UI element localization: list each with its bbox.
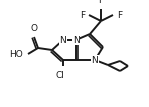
Text: F: F — [80, 10, 85, 19]
Text: O: O — [31, 24, 38, 33]
Text: N: N — [60, 36, 66, 45]
Text: HO: HO — [9, 50, 23, 59]
Text: N: N — [92, 56, 98, 65]
Text: N: N — [73, 36, 79, 45]
Text: Cl: Cl — [56, 71, 64, 80]
Text: F: F — [98, 0, 104, 5]
Text: F: F — [117, 10, 122, 19]
